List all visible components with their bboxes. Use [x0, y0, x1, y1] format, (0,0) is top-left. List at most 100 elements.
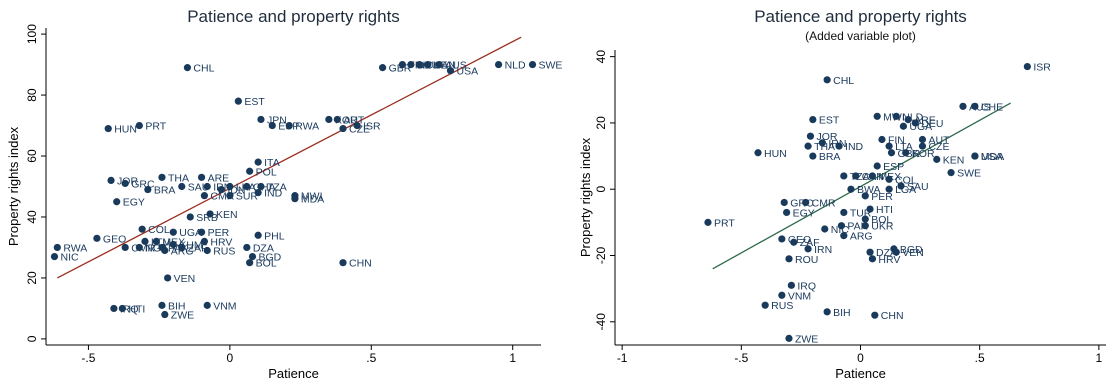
point-label: BIH: [833, 307, 851, 319]
data-point: [206, 210, 214, 218]
point-label: EGY: [123, 197, 145, 209]
data-point: [861, 192, 869, 200]
data-point: [787, 281, 795, 289]
point-label: DEU: [921, 118, 943, 130]
point-label: VEN: [902, 247, 924, 259]
point-label: AUT: [928, 134, 950, 146]
data-point: [885, 185, 893, 193]
data-point: [379, 64, 387, 72]
point-label: HUN: [764, 148, 787, 160]
data-point: [121, 243, 129, 252]
point-label: PRT: [145, 121, 166, 133]
point-label: ISR: [363, 121, 381, 133]
data-point: [494, 60, 503, 69]
data-point: [904, 116, 912, 124]
point-label: NIC: [60, 252, 79, 264]
point-label: LTA: [895, 141, 913, 153]
data-point: [113, 198, 121, 206]
point-label: BIH: [168, 300, 186, 312]
point-label: CZE: [928, 141, 949, 153]
data-point: [353, 121, 361, 130]
data-point: [169, 228, 177, 236]
data-point: [333, 115, 341, 124]
data-point: [785, 255, 793, 263]
point-label: UKR: [871, 221, 894, 233]
point-label: BRA: [154, 185, 176, 197]
data-point: [1023, 62, 1031, 71]
point-label: BOL: [256, 258, 277, 270]
point-label: MDA: [301, 194, 324, 206]
point-label: USA: [456, 66, 478, 78]
data-point: [226, 182, 234, 191]
data-point: [861, 222, 869, 230]
data-point: [141, 237, 149, 245]
data-point: [164, 274, 172, 282]
data-point: [268, 121, 276, 130]
data-point: [257, 182, 265, 191]
data-point: [285, 121, 293, 130]
x-tick-label: 0: [857, 351, 864, 365]
point-label: BRA: [819, 151, 841, 163]
data-point: [806, 132, 815, 140]
data-point: [197, 228, 206, 236]
point-label: IND: [264, 188, 283, 200]
point-label: PAK: [847, 221, 867, 233]
point-label: CMR: [812, 197, 836, 209]
data-point: [118, 304, 126, 313]
data-point: [104, 124, 112, 133]
data-point: [200, 192, 208, 200]
data-point: [217, 185, 225, 194]
point-label: BOL: [871, 214, 892, 226]
point-label: CHN: [881, 310, 904, 322]
data-point: [158, 173, 166, 181]
point-label: HRV: [210, 236, 232, 248]
point-label: SAU: [907, 181, 929, 193]
data-point: [291, 195, 299, 203]
data-point: [959, 102, 967, 110]
point-label: SAU: [188, 182, 210, 194]
data-point: [243, 243, 251, 252]
x-tick-label: -.5: [734, 351, 748, 365]
point-label: GEO: [103, 233, 126, 245]
data-point: [918, 142, 927, 150]
data-point: [178, 182, 186, 191]
x-tick-label: 1: [509, 351, 516, 365]
data-point: [183, 64, 192, 72]
data-point: [325, 115, 333, 124]
y-tick-label: 20: [25, 271, 39, 285]
data-point: [821, 225, 829, 233]
data-point: [203, 182, 211, 191]
chart-subtitle: (Added variable plot): [805, 29, 916, 43]
x-axis-title: Patience: [268, 366, 319, 381]
point-label: ESP: [883, 161, 904, 173]
point-label: PHL: [264, 230, 285, 242]
y-tick-label: 0: [25, 335, 39, 342]
data-point: [435, 60, 443, 69]
point-label: EGY: [793, 207, 815, 219]
point-label: TZA: [267, 182, 287, 194]
fit-line: [57, 36, 522, 279]
point-label: UGA: [179, 227, 202, 239]
point-label: IRQ: [797, 280, 816, 292]
point-label: EST: [244, 96, 265, 108]
data-point: [93, 234, 101, 242]
data-point: [887, 149, 896, 157]
point-label: HTI: [876, 204, 893, 216]
point-label: RUS: [213, 246, 235, 258]
data-point: [415, 60, 423, 69]
data-point: [885, 175, 893, 183]
point-label: ZWE: [795, 333, 818, 345]
fit-line: [712, 102, 1011, 270]
y-tick-label: 80: [25, 88, 39, 102]
y-axis-title: Property rights index: [6, 126, 21, 246]
x-tick-label: .5: [975, 351, 985, 365]
data-point: [823, 76, 831, 84]
point-label: HUN: [114, 124, 137, 136]
chart-title: Patience and property rights: [754, 7, 967, 26]
data-point: [161, 310, 169, 319]
data-point: [873, 112, 881, 120]
data-point: [861, 215, 869, 223]
data-point: [852, 172, 860, 180]
data-point: [121, 179, 129, 188]
